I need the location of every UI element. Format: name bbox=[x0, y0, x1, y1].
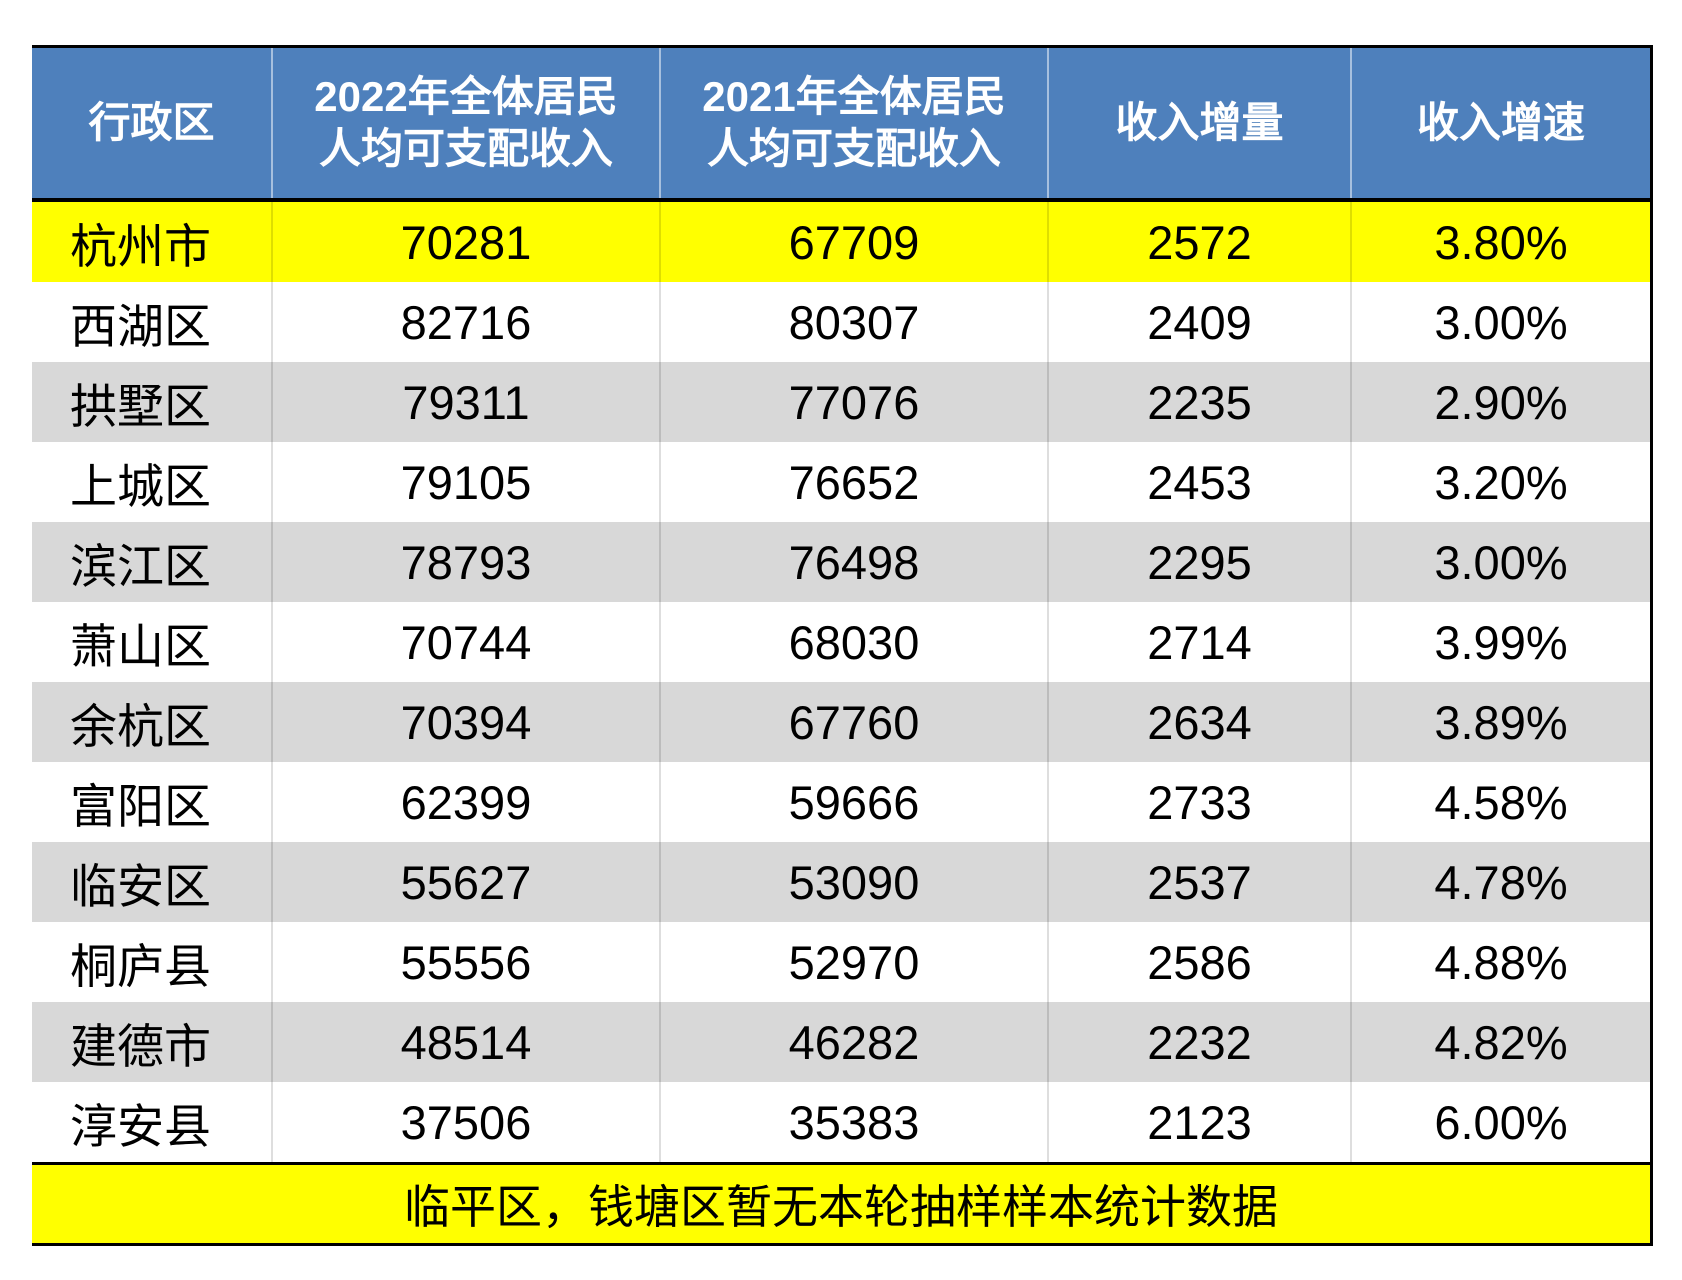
cell-region: 萧山区 bbox=[32, 602, 273, 682]
cell-income-2021: 35383 bbox=[661, 1082, 1049, 1162]
cell-income-growth-rate: 3.99% bbox=[1434, 615, 1568, 669]
cell-income-2021: 80307 bbox=[661, 282, 1049, 362]
footnote-row: 临平区，钱塘区暂无本轮抽样样本统计数据 bbox=[32, 1162, 1650, 1243]
cell-income-growth-rate: 6.00% bbox=[1434, 1095, 1568, 1149]
cell-income-growth-rate: 4.88% bbox=[1434, 935, 1568, 989]
cell-income-2022: 48514 bbox=[273, 1002, 661, 1082]
cell-region: 富阳区 bbox=[32, 762, 273, 842]
income-table: 行政区 2022年全体居民 人均可支配收入 2021年全体居民 人均可支配收入 收入增量收… bbox=[32, 45, 1653, 1246]
column-header-line: 2022年全体居民 bbox=[314, 72, 618, 120]
cell-income-increase: 2235 bbox=[1049, 362, 1352, 442]
table-row: 余杭区 70394 67760 2634 3.89% bbox=[32, 682, 1650, 762]
table-row: 桐庐县 55556 52970 2586 4.88% bbox=[32, 922, 1650, 1002]
cell-income-growth-rate: 4.82% bbox=[1434, 1015, 1568, 1069]
cell-income-2022: 55556 bbox=[273, 922, 661, 1002]
table-row: 上城区 79105 76652 2453 3.20% bbox=[32, 442, 1650, 522]
table-row: 拱墅区 79311 77076 2235 2.90% bbox=[32, 362, 1650, 442]
column-header-income-2022: 2022年全体居民 人均可支配收入 bbox=[273, 48, 661, 198]
cell-region: 滨江区 bbox=[32, 522, 273, 602]
cell-income-increase: 2733 bbox=[1049, 762, 1352, 842]
table-row: 西湖区 82716 80307 2409 3.00% bbox=[32, 282, 1650, 362]
cell-income-2022: 70744 bbox=[273, 602, 661, 682]
cell-income-2021: 53090 bbox=[661, 842, 1049, 922]
cell-income-growth-rate: 4.78% bbox=[1434, 855, 1568, 909]
cell-income-increase: 2714 bbox=[1049, 602, 1352, 682]
cell-income-increase: 2453 bbox=[1049, 442, 1352, 522]
cell-income-growth-rate: 3.80% bbox=[1434, 215, 1568, 269]
column-header-line: 2021年全体居民 bbox=[702, 72, 1006, 120]
footnote-text: 临平区，钱塘区暂无本轮抽样样本统计数据 bbox=[404, 1181, 1278, 1233]
table-row: 富阳区 62399 59666 2733 4.58% bbox=[32, 762, 1650, 842]
table-row: 滨江区 78793 76498 2295 3.00% bbox=[32, 522, 1650, 602]
table-row: 杭州市 70281 67709 2572 3.80% bbox=[32, 202, 1650, 282]
table-row: 淳安县 37506 35383 2123 6.00% bbox=[32, 1082, 1650, 1162]
cell-income-growth-rate: 3.20% bbox=[1434, 455, 1568, 509]
cell-income-2022: 79105 bbox=[273, 442, 661, 522]
cell-income-2022: 82716 bbox=[273, 282, 661, 362]
cell-income-2022: 62399 bbox=[273, 762, 661, 842]
table-row: 萧山区 70744 68030 2714 3.99% bbox=[32, 602, 1650, 682]
cell-income-growth-rate: 3.89% bbox=[1434, 695, 1568, 749]
column-header-income-increase: 收入增量 bbox=[1049, 48, 1352, 198]
cell-income-increase: 2634 bbox=[1049, 682, 1352, 762]
cell-income-growth-rate: 3.00% bbox=[1434, 535, 1568, 589]
cell-region: 拱墅区 bbox=[32, 362, 273, 442]
cell-income-growth-rate: 3.00% bbox=[1434, 295, 1568, 349]
cell-income-2022: 79311 bbox=[273, 362, 661, 442]
cell-income-2021: 77076 bbox=[661, 362, 1049, 442]
cell-region: 杭州市 bbox=[32, 202, 273, 282]
cell-income-growth-rate: 4.58% bbox=[1434, 775, 1568, 829]
cell-income-increase: 2409 bbox=[1049, 282, 1352, 362]
cell-income-increase: 2295 bbox=[1049, 522, 1352, 602]
cell-income-2022: 70394 bbox=[273, 682, 661, 762]
cell-region: 上城区 bbox=[32, 442, 273, 522]
table-row: 临安区 55627 53090 2537 4.78% bbox=[32, 842, 1650, 922]
cell-income-increase: 2232 bbox=[1049, 1002, 1352, 1082]
cell-income-growth-rate: 2.90% bbox=[1434, 375, 1568, 429]
cell-income-increase: 2537 bbox=[1049, 842, 1352, 922]
column-header-income-growth-rate: 收入增速 bbox=[1352, 48, 1650, 198]
column-header-income-2021: 2021年全体居民 人均可支配收入 bbox=[661, 48, 1049, 198]
cell-income-increase: 2123 bbox=[1049, 1082, 1352, 1162]
cell-income-increase: 2586 bbox=[1049, 922, 1352, 1002]
cell-income-2021: 52970 bbox=[661, 922, 1049, 1002]
cell-region: 桐庐县 bbox=[32, 922, 273, 1002]
cell-income-2022: 37506 bbox=[273, 1082, 661, 1162]
cell-income-2021: 76498 bbox=[661, 522, 1049, 602]
cell-income-2021: 76652 bbox=[661, 442, 1049, 522]
cell-income-2022: 70281 bbox=[273, 202, 661, 282]
column-header-line: 行政区 bbox=[88, 98, 215, 146]
cell-region: 临安区 bbox=[32, 842, 273, 922]
cell-region: 淳安县 bbox=[32, 1082, 273, 1162]
column-header-line: 人均可支配收入 bbox=[706, 125, 1001, 172]
cell-income-2021: 59666 bbox=[661, 762, 1049, 842]
cell-region: 西湖区 bbox=[32, 282, 273, 362]
cell-income-2022: 55627 bbox=[273, 842, 661, 922]
cell-income-2021: 46282 bbox=[661, 1002, 1049, 1082]
table-body: 杭州市 70281 67709 2572 3.80% 西湖区 82716 80307 2409 3… bbox=[32, 202, 1650, 1162]
cell-income-2021: 67760 bbox=[661, 682, 1049, 762]
cell-income-2022: 78793 bbox=[273, 522, 661, 602]
column-header-line: 收入增量 bbox=[1115, 98, 1284, 146]
cell-income-2021: 67709 bbox=[661, 202, 1049, 282]
column-header-region: 行政区 bbox=[32, 48, 273, 198]
table-row: 建德市 48514 46282 2232 4.82% bbox=[32, 1002, 1650, 1082]
column-header-line: 收入增速 bbox=[1416, 98, 1585, 146]
cell-region: 建德市 bbox=[32, 1002, 273, 1082]
cell-income-2021: 68030 bbox=[661, 602, 1049, 682]
cell-region: 余杭区 bbox=[32, 682, 273, 762]
cell-income-increase: 2572 bbox=[1049, 202, 1352, 282]
table-header-row: 行政区 2022年全体居民 人均可支配收入 2021年全体居民 人均可支配收入 收入增量收… bbox=[32, 48, 1650, 202]
column-header-line: 人均可支配收入 bbox=[318, 125, 613, 172]
